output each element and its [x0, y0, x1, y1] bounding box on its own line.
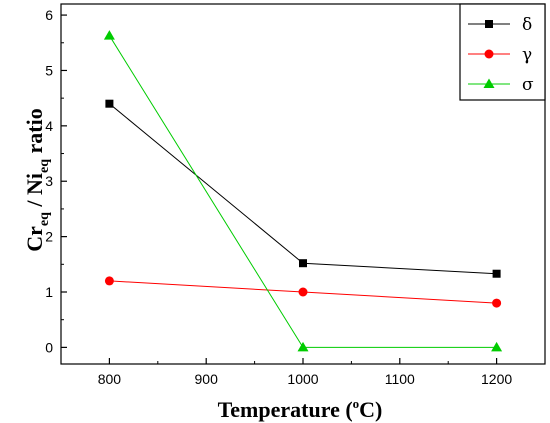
y-axis-title-b-sub: eq [37, 159, 52, 173]
x-tick-label: 800 [98, 371, 122, 387]
x-tick-label: 1000 [287, 371, 318, 387]
legend-label: σ [522, 75, 534, 95]
data-point [299, 259, 307, 268]
x-tick-label: 1100 [385, 371, 415, 387]
y-axis-title-a-sub: eq [37, 212, 52, 226]
series-2 [104, 276, 502, 308]
data-point [298, 287, 308, 297]
legend-label: γ [522, 45, 532, 65]
y-tick-label: 3 [45, 173, 53, 189]
data-point [104, 276, 114, 286]
y-axis-title-b: / Ni [22, 173, 47, 212]
data-point [491, 341, 503, 352]
x-axis-title: Temperature (oC) [218, 396, 383, 422]
series-line [108, 35, 497, 348]
legend-item: σ [468, 75, 534, 95]
y-tick-label: 1 [45, 284, 53, 300]
y-tick-label: 5 [45, 62, 53, 78]
x-axis-title-main: Temperature ( [218, 397, 353, 422]
series-1 [105, 99, 501, 278]
y-tick-label: 4 [45, 118, 53, 134]
y-axis-title-c: ratio [22, 108, 47, 159]
legend-item: δ [468, 15, 532, 35]
legend-marker [484, 49, 494, 59]
legend-marker [485, 20, 493, 28]
x-axis-title-tail: C) [359, 397, 382, 422]
series-3 [103, 30, 503, 352]
y-tick-label: 2 [45, 229, 53, 245]
x-axis-title-sup: o [353, 396, 360, 411]
data-point [492, 298, 502, 308]
y-axis-title: Creq / Nieq ratio [22, 108, 52, 251]
x-tick-label: 900 [195, 371, 219, 387]
data-point [103, 30, 115, 40]
y-tick-label: 0 [45, 339, 53, 355]
legend-item: γ [468, 45, 532, 65]
x-tick-label: 1200 [481, 371, 512, 387]
data-point [105, 99, 114, 108]
legend-label: δ [522, 15, 532, 35]
data-point [297, 341, 309, 352]
legend-marker [483, 78, 495, 88]
y-axis-title-a: Cr [22, 226, 47, 252]
y-tick-label: 6 [45, 7, 53, 23]
data-point [492, 269, 501, 278]
